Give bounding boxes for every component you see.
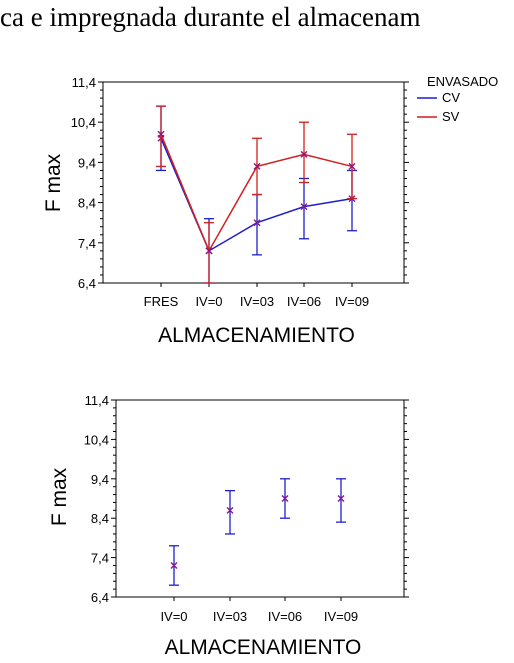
x-tick-label: IV=06	[268, 609, 302, 624]
legend-label-cv: CV	[442, 90, 460, 105]
data-point-sv	[205, 247, 213, 255]
plot-frame	[102, 81, 405, 284]
y-tick-label: 9,4	[78, 155, 96, 170]
data-point-cv	[253, 219, 261, 227]
y-tick-label: 11,4	[72, 75, 96, 90]
y-tick-label: 8,4	[91, 511, 109, 526]
marker-stroke	[157, 130, 165, 138]
legend-label-sv: SV	[442, 109, 460, 124]
marker-stroke	[253, 162, 261, 170]
marker-stroke	[300, 203, 308, 211]
data-point-sv	[253, 162, 261, 170]
data-point	[226, 506, 234, 514]
y-tick-label: 7,4	[91, 551, 109, 566]
data-point	[170, 561, 178, 569]
page-caption: ca e impregnada durante el almacenam	[0, 2, 421, 32]
y-axis-title: F max	[48, 467, 71, 526]
x-tick-label: IV=03	[213, 609, 247, 624]
x-tick-label: IV=09	[335, 294, 369, 309]
marker-stroke	[281, 495, 289, 502]
y-tick-label: 11,4	[85, 393, 109, 408]
x-tick-label: IV=03	[240, 294, 274, 309]
plot-frame	[115, 399, 405, 598]
y-tick-label: 10,4	[71, 115, 96, 130]
y-tick-label: 10,4	[84, 432, 109, 447]
y-tick-label: 8,4	[78, 196, 96, 211]
marker-stroke	[205, 247, 213, 255]
marker-stroke	[300, 150, 308, 158]
x-axis-title: ALMACENAMIENTO	[158, 324, 355, 347]
data-point	[281, 495, 289, 502]
marker-stroke	[226, 506, 234, 514]
x-tick-label: IV=06	[287, 294, 321, 309]
legend-title: ENVASADO	[427, 74, 498, 89]
data-point-sv	[300, 150, 308, 158]
x-tick-label: IV=0	[160, 609, 187, 624]
data-point-sv	[157, 130, 165, 138]
x-axis-title: ALMACENAMIENTO	[165, 636, 362, 659]
x-tick-label: FRES	[144, 294, 179, 309]
y-axis-title: F max	[42, 153, 65, 212]
data-point-cv	[300, 203, 308, 211]
y-tick-label: 6,4	[91, 590, 109, 605]
y-tick-label: 9,4	[91, 472, 109, 487]
marker-stroke	[348, 162, 356, 170]
x-tick-label: IV=0	[195, 294, 222, 309]
data-point	[337, 495, 345, 502]
marker-stroke	[337, 495, 345, 502]
y-tick-label: 6,4	[78, 276, 96, 291]
data-point-sv	[348, 162, 356, 170]
marker-stroke	[253, 219, 261, 227]
x-tick-label: IV=09	[324, 609, 358, 624]
marker-stroke	[170, 561, 178, 569]
y-tick-label: 7,4	[78, 236, 96, 251]
